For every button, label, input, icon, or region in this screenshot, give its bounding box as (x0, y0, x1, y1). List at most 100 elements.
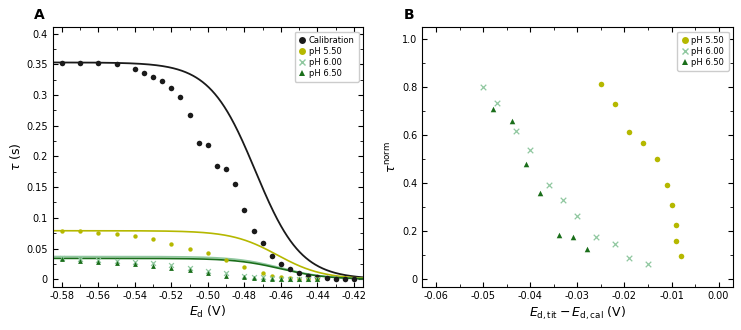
Point (110, 258, 122, 263)
Point (525, 147, 536, 152)
Text: B: B (404, 8, 414, 22)
Point (56, 229, 67, 234)
Point (321, 276, 333, 281)
Point (543, 182, 555, 187)
Point (266, 276, 278, 281)
Point (147, 237, 159, 242)
Point (165, 262, 177, 268)
Point (110, 62, 122, 67)
Point (184, 246, 196, 251)
Point (275, 261, 287, 267)
Point (293, 277, 305, 282)
Point (505, 118, 517, 124)
Point (266, 253, 278, 259)
Point (239, 275, 250, 280)
Point (165, 242, 177, 247)
Point (293, 271, 305, 276)
Point (165, 265, 177, 270)
Point (293, 276, 305, 281)
Point (311, 277, 323, 282)
Text: A: A (34, 8, 44, 22)
Point (275, 277, 287, 282)
Point (330, 276, 342, 281)
Point (256, 240, 268, 246)
Point (553, 232, 565, 238)
Point (637, 140, 649, 145)
Point (93, 259, 104, 265)
Point (293, 277, 305, 282)
Point (93, 258, 104, 263)
Point (184, 113, 196, 118)
Point (211, 163, 223, 168)
Point (220, 166, 232, 171)
Point (581, 247, 593, 252)
Point (74, 256, 86, 262)
Point (110, 261, 122, 266)
Point (256, 271, 268, 276)
Point (477, 85, 489, 90)
Point (284, 277, 296, 282)
Point (302, 277, 314, 282)
Point (302, 277, 314, 282)
X-axis label: $E_{\mathrm{d,tit}} - E_{\mathrm{d,cal}}$ (V): $E_{\mathrm{d,tit}} - E_{\mathrm{d,cal}}… (529, 304, 626, 322)
Point (74, 229, 86, 234)
Point (56, 60, 67, 66)
Point (56, 256, 67, 262)
Point (623, 129, 635, 134)
Point (275, 274, 287, 280)
Point (247, 274, 259, 280)
Point (239, 207, 250, 213)
Point (147, 74, 159, 79)
Point (56, 255, 67, 260)
Point (651, 157, 663, 162)
Point (311, 277, 323, 282)
Point (348, 277, 360, 282)
Point (147, 263, 159, 268)
Y-axis label: $\tau$ (s): $\tau$ (s) (8, 143, 23, 171)
Point (284, 267, 296, 272)
Point (487, 106, 499, 112)
Point (284, 276, 296, 281)
Point (229, 182, 241, 187)
Point (220, 271, 232, 276)
Point (184, 265, 196, 270)
Y-axis label: $\tau^{\mathrm{norm}}$: $\tau^{\mathrm{norm}}$ (385, 141, 399, 173)
Point (671, 223, 682, 228)
Point (339, 277, 350, 282)
Point (661, 182, 673, 187)
Point (74, 60, 86, 66)
Point (202, 143, 214, 148)
Point (311, 277, 323, 282)
Point (665, 202, 677, 208)
Point (609, 241, 621, 247)
Point (571, 213, 583, 218)
Point (256, 275, 268, 280)
Point (129, 67, 141, 72)
Point (110, 231, 122, 236)
Point (311, 274, 323, 280)
Point (156, 78, 168, 83)
Point (247, 228, 259, 233)
Point (184, 267, 196, 273)
Point (129, 259, 141, 265)
Point (609, 102, 621, 107)
Point (93, 60, 104, 66)
Point (256, 276, 268, 281)
Point (138, 71, 150, 76)
Point (193, 140, 205, 146)
Point (266, 276, 278, 281)
Point (147, 261, 159, 266)
Point (202, 268, 214, 273)
Point (557, 198, 569, 203)
Point (74, 258, 86, 263)
Point (239, 264, 250, 270)
Point (220, 257, 232, 262)
Point (275, 276, 287, 281)
Point (175, 95, 187, 100)
Point (239, 273, 250, 278)
Point (675, 253, 687, 258)
Point (247, 276, 259, 281)
Point (129, 234, 141, 239)
Point (302, 277, 314, 282)
Point (491, 100, 503, 106)
